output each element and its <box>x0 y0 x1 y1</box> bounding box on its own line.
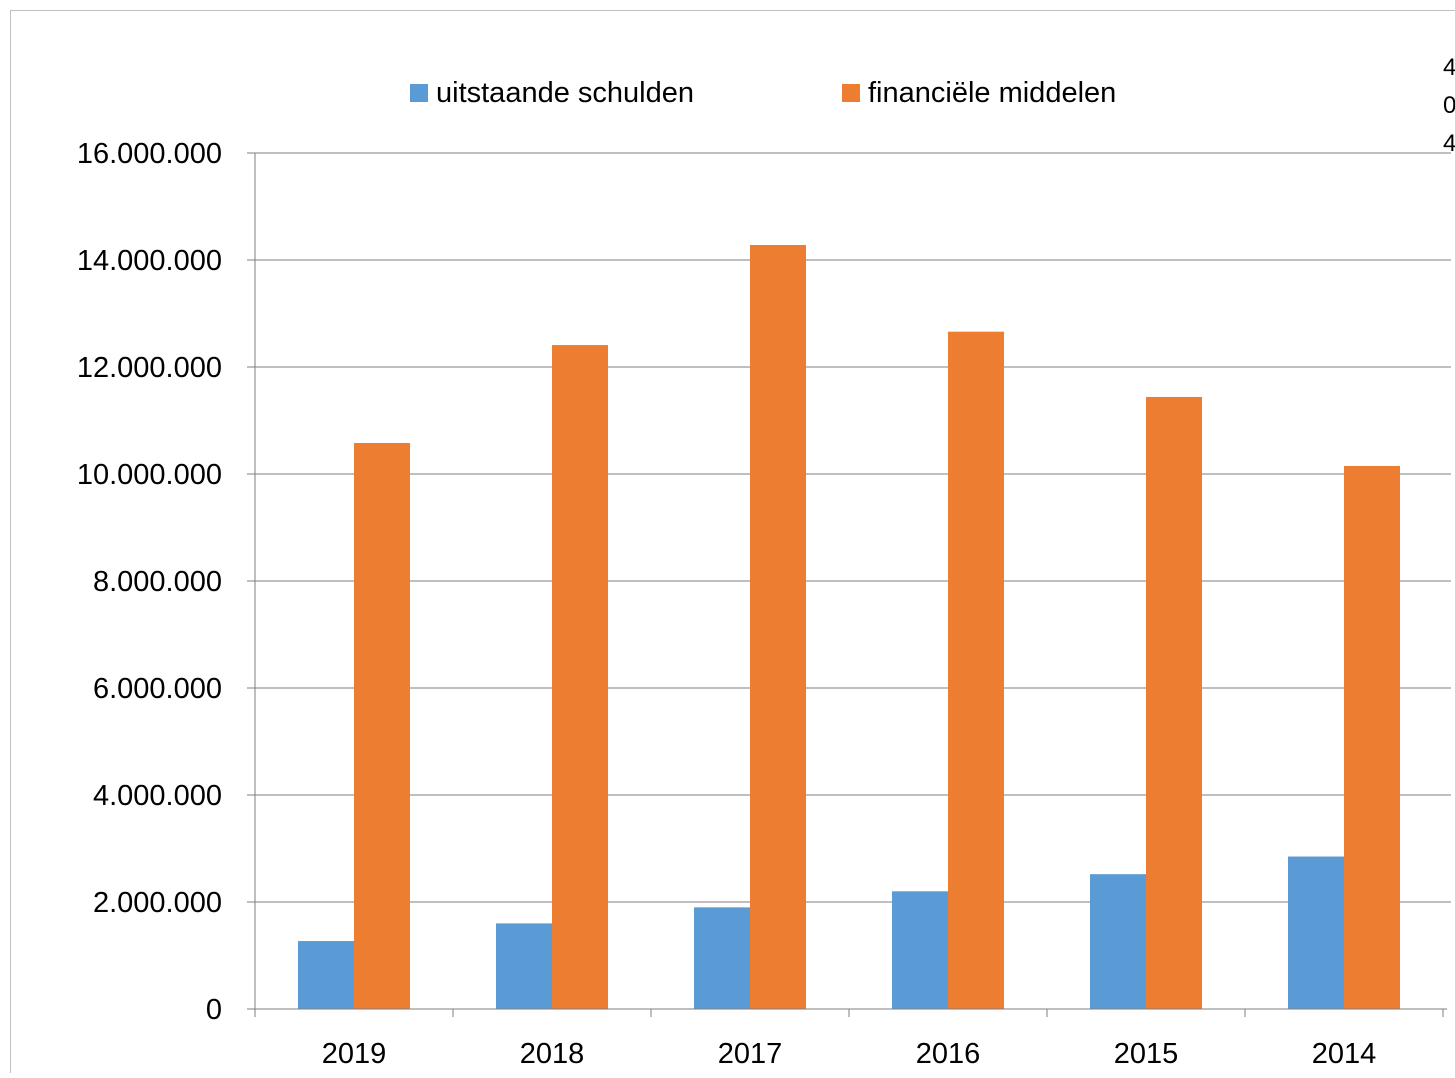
edge-fragment-text: 4 <box>1443 54 1455 81</box>
x-tick-label: 2019 <box>322 1038 387 1070</box>
bar-financiele-middelen-2016 <box>948 332 1004 1009</box>
bar-uitstaande-schulden-2019 <box>298 941 354 1009</box>
legend-swatch <box>842 84 860 102</box>
bar-uitstaande-schulden-2014 <box>1288 857 1344 1009</box>
x-tick-label: 2015 <box>1114 1038 1179 1070</box>
y-tick-label: 14.000.000 <box>77 245 222 277</box>
legend-label: financiële middelen <box>868 77 1116 109</box>
edge-fragment-text: 0 <box>1443 92 1455 119</box>
legend: uitstaande schulden financiële middelen <box>410 77 1116 109</box>
y-tick-label: 2.000.000 <box>93 887 222 919</box>
legend-label: uitstaande schulden <box>436 77 694 109</box>
x-tick-label: 2017 <box>718 1038 783 1070</box>
bar-uitstaande-schulden-2015 <box>1090 874 1146 1009</box>
x-tick-label: 2014 <box>1312 1038 1377 1070</box>
y-tick-label: 0 <box>206 994 222 1026</box>
bar-uitstaande-schulden-2018 <box>496 923 552 1009</box>
axes <box>247 153 1447 1017</box>
y-tick-label: 6.000.000 <box>93 673 222 705</box>
bar-financiele-middelen-2018 <box>552 345 608 1009</box>
bar-financiele-middelen-2015 <box>1146 397 1202 1009</box>
y-tick-label: 4.000.000 <box>93 780 222 812</box>
x-tick-label: 2016 <box>916 1038 981 1070</box>
y-tick-label: 12.000.000 <box>77 352 222 384</box>
bar-uitstaande-schulden-2017 <box>694 907 750 1009</box>
edge-fragments: 4 0 4 <box>1443 54 1455 157</box>
bars <box>298 245 1400 1009</box>
gridlines <box>255 153 1451 902</box>
legend-swatch <box>410 84 428 102</box>
y-tick-label: 10.000.000 <box>77 459 222 491</box>
bar-financiele-middelen-2019 <box>354 443 410 1009</box>
bar-uitstaande-schulden-2016 <box>892 891 948 1009</box>
bar-financiele-middelen-2017 <box>750 245 806 1009</box>
y-tick-label: 16.000.000 <box>77 138 222 170</box>
y-tick-label: 8.000.000 <box>93 566 222 598</box>
bar-financiele-middelen-2014 <box>1344 466 1400 1009</box>
edge-fragment-text: 4 <box>1443 130 1455 157</box>
x-tick-label: 2018 <box>520 1038 585 1070</box>
